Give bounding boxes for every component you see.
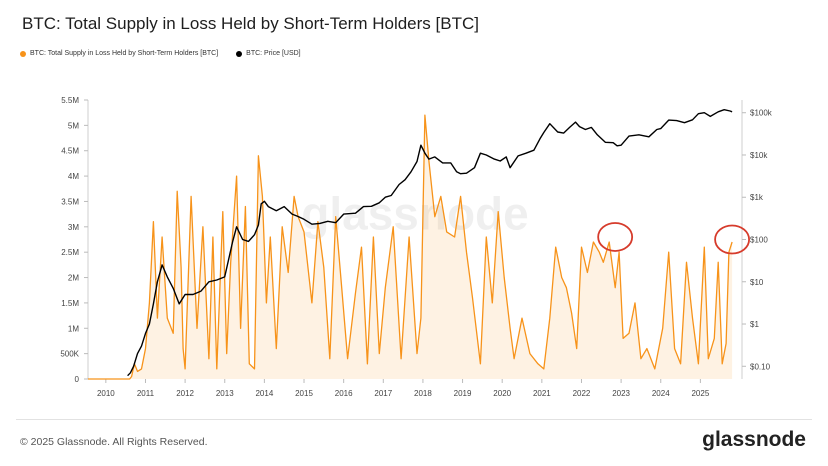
y-right-tick-label: $1k	[750, 193, 764, 202]
x-tick-label: 2020	[493, 389, 511, 398]
watermark-text: glassnode	[301, 188, 529, 240]
price-series-line	[127, 109, 733, 377]
x-tick-label: 2013	[216, 389, 234, 398]
y-right-tick-label: $10	[750, 278, 764, 287]
x-tick-label: 2021	[533, 389, 551, 398]
x-tick-label: 2014	[255, 389, 273, 398]
x-tick-label: 2023	[612, 389, 630, 398]
legend: BTC: Total Supply in Loss Held by Short-…	[20, 50, 301, 57]
legend-dot-price	[236, 50, 243, 57]
x-tick-label: 2011	[137, 389, 155, 398]
legend-item-price[interactable]: BTC: Price [USD]	[236, 50, 301, 57]
y-right-tick-label: $0.10	[750, 362, 771, 371]
y-left-tick-label: 2.5M	[61, 248, 79, 257]
y-left-tick-label: 2M	[68, 274, 79, 283]
y-left-tick-label: 3M	[68, 223, 79, 232]
annotation-circle-1	[597, 222, 634, 252]
legend-item-supply[interactable]: BTC: Total Supply in Loss Held by Short-…	[20, 50, 218, 57]
copyright-text: © 2025 Glassnode. All Rights Reserved.	[20, 436, 208, 448]
y-right-tick-label: $100k	[750, 109, 773, 118]
chart-title: BTC: Total Supply in Loss Held by Short-…	[22, 14, 479, 33]
x-tick-label: 2024	[652, 389, 670, 398]
annotation-circle-2	[714, 224, 750, 255]
x-tick-label: 2025	[691, 389, 709, 398]
y-left-tick-label: 1M	[68, 324, 79, 333]
y-right-tick-label: $10k	[750, 151, 768, 160]
y-left-tick-label: 500K	[60, 350, 79, 359]
footer-divider	[16, 419, 812, 420]
y-right-tick-label: $100	[750, 236, 768, 245]
x-tick-label: 2015	[295, 389, 313, 398]
y-left-tick-label: 5.5M	[61, 96, 79, 105]
x-tick-label: 2016	[335, 389, 353, 398]
y-left-tick-label: 1.5M	[61, 299, 79, 308]
x-tick-label: 2022	[573, 389, 591, 398]
x-tick-label: 2017	[374, 389, 392, 398]
legend-label-supply: BTC: Total Supply in Loss Held by Short-…	[30, 50, 219, 57]
y-left-tick-label: 0	[75, 375, 80, 384]
legend-label-price: BTC: Price [USD]	[246, 50, 301, 57]
x-tick-label: 2012	[176, 389, 194, 398]
x-tick-label: 2018	[414, 389, 432, 398]
y-left-tick-label: 4M	[68, 172, 79, 181]
x-tick-label: 2019	[454, 389, 472, 398]
y-right-tick-label: $1	[750, 320, 759, 329]
y-left-tick-label: 4.5M	[61, 147, 79, 156]
supply-series-line	[88, 114, 733, 380]
brand-logo: glassnode	[702, 428, 806, 451]
x-tick-label: 2010	[97, 389, 115, 398]
y-left-tick-label: 3.5M	[61, 197, 79, 206]
y-left-tick-label: 5M	[68, 121, 79, 130]
legend-dot-supply	[20, 50, 26, 57]
